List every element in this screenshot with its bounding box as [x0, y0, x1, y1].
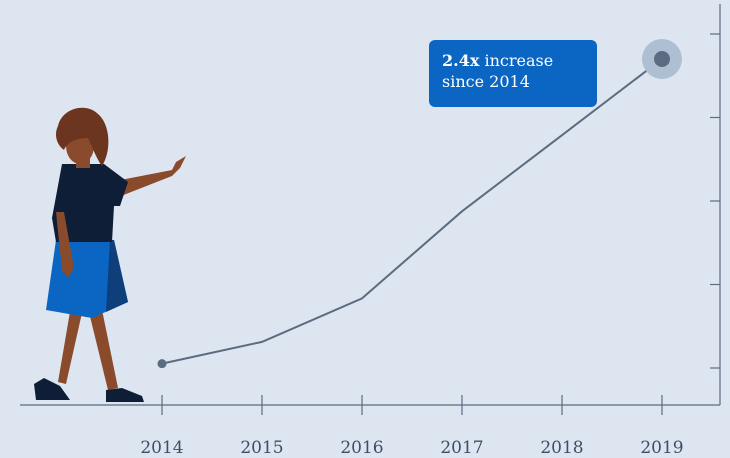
x-tick-label-2018: 2018	[540, 438, 583, 458]
increase-callout: 2.4x increase since 2014	[429, 40, 597, 107]
series-line	[161, 58, 663, 365]
x-tick-label-2019: 2019	[640, 438, 683, 458]
callout-text-line2: since 2014	[442, 72, 530, 91]
x-tick-label-2014: 2014	[140, 438, 183, 458]
x-tick-label-2015: 2015	[240, 438, 283, 458]
x-tick-label-2017: 2017	[440, 438, 483, 458]
data-point-2019	[654, 51, 670, 67]
callout-value: 2.4x	[442, 51, 480, 70]
data-point-2014	[157, 359, 167, 369]
x-tick-label-2016: 2016	[340, 438, 383, 458]
callout-text-line1: increase	[479, 51, 554, 70]
woman-pointing-illustration	[34, 107, 186, 402]
